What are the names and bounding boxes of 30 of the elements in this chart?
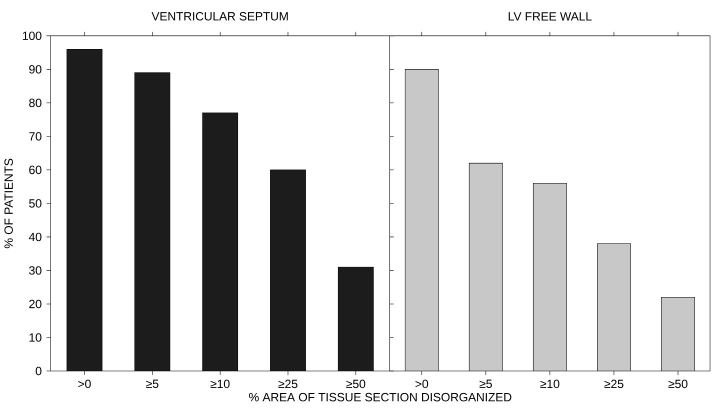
bar <box>468 163 503 372</box>
x-tick-label: >0 <box>78 380 91 388</box>
y-tick-label: 0 <box>36 366 42 376</box>
y-tick-label: 30 <box>29 266 42 275</box>
x-tick-label: ≥10 <box>210 380 230 388</box>
x-tick-label: ≥5 <box>146 380 158 388</box>
y-tick-label: 10 <box>30 333 42 342</box>
y-tick-label: 80 <box>29 98 42 108</box>
bar <box>597 243 631 372</box>
y-tick-label: 50 <box>29 199 42 208</box>
y-tick-label: 90 <box>29 65 42 74</box>
y-tick-label: 60 <box>29 166 42 174</box>
y-tick-label: 100 <box>22 32 42 40</box>
y-tick-label: 20 <box>29 300 42 308</box>
bar <box>532 183 567 372</box>
y-tick-label: 40 <box>28 232 42 242</box>
x-tick-label: ≥50 <box>668 380 688 388</box>
x-tick-label: ≥10 <box>540 380 560 388</box>
x-tick-label: ≥5 <box>480 380 492 388</box>
x-tick-label: ≥25 <box>604 380 624 388</box>
x-tick-label: ≥25 <box>278 380 298 388</box>
y-axis-title: % OF PATIENTS <box>4 158 13 248</box>
bar <box>404 69 439 372</box>
y-tick-label: 70 <box>29 132 42 141</box>
bar <box>661 297 695 372</box>
chart-title: LV FREE WALL <box>508 12 592 21</box>
x-tick-label: >0 <box>416 380 428 388</box>
x-tick-label: ≥50 <box>346 380 366 388</box>
chart-title: VENTRICULAR SEPTUM <box>152 12 288 21</box>
x-axis-title: % AREA OF TISSUE SECTION DISORGANIZED <box>249 393 512 402</box>
